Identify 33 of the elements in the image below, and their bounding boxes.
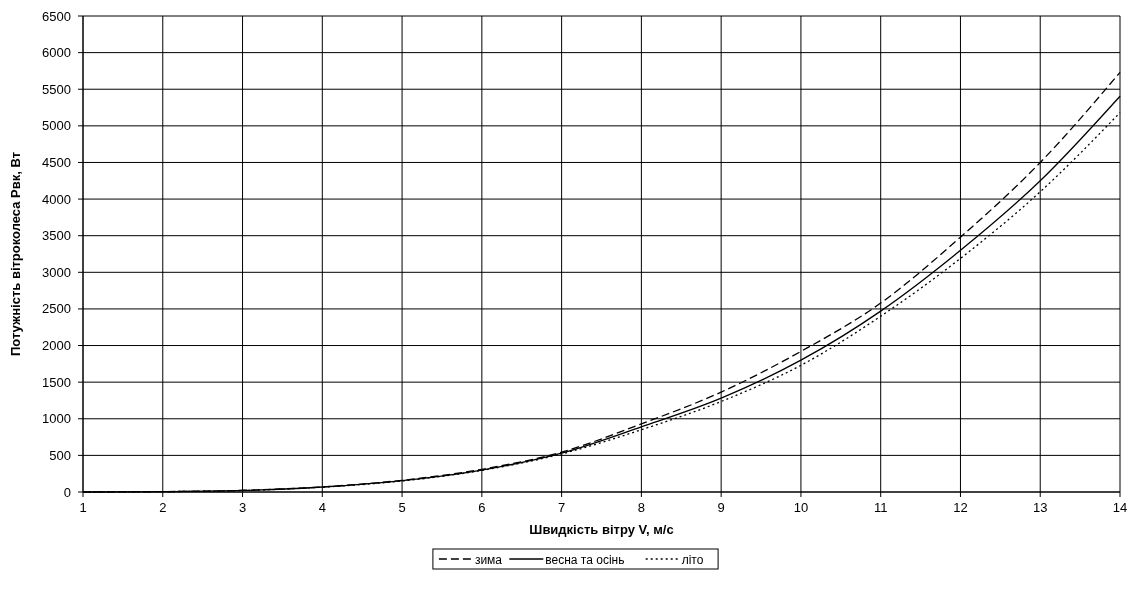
y-tick-label: 1500 — [42, 374, 71, 390]
y-tick-label: 2000 — [42, 338, 71, 354]
x-tick-label: 14 — [1112, 500, 1128, 515]
legend-label: весна та осінь — [545, 552, 625, 567]
x-tick-label: 6 — [478, 500, 486, 515]
x-tick-label: 9 — [717, 500, 725, 515]
y-tick-label: 5500 — [42, 81, 71, 97]
x-tick-label: 5 — [398, 500, 406, 515]
y-tick-label: 500 — [49, 447, 71, 463]
y-tick-label: 0 — [63, 484, 71, 500]
y-tick-label: 1000 — [42, 411, 71, 427]
x-axis-title: Швидкість вітру V, м/с — [529, 522, 674, 537]
y-axis-title: Потужність вітроколеса Pвк, Вт — [8, 151, 23, 357]
y-tick-label: 3000 — [42, 264, 71, 280]
x-tick-label: 12 — [953, 500, 968, 515]
y-tick-label: 5000 — [42, 118, 71, 134]
y-tick-label: 6500 — [42, 8, 71, 24]
x-tick-label: 4 — [318, 500, 326, 515]
y-tick-label: 2500 — [42, 301, 71, 317]
x-tick-label: 7 — [558, 500, 566, 515]
x-tick-label: 2 — [159, 500, 167, 515]
x-tick-label: 3 — [238, 500, 247, 515]
legend-label: літо — [681, 552, 704, 567]
y-tick-label: 3500 — [42, 228, 71, 244]
x-tick-label: 11 — [873, 500, 888, 515]
x-tick-label: 10 — [793, 500, 809, 515]
x-tick-label: 8 — [637, 500, 645, 515]
legend-label: зима — [474, 552, 503, 567]
x-tick-label: 1 — [79, 500, 87, 515]
y-tick-label: 4500 — [42, 154, 71, 170]
y-tick-label: 6000 — [42, 45, 71, 61]
y-tick-label: 4000 — [42, 191, 71, 207]
x-tick-label: 13 — [1033, 500, 1048, 515]
